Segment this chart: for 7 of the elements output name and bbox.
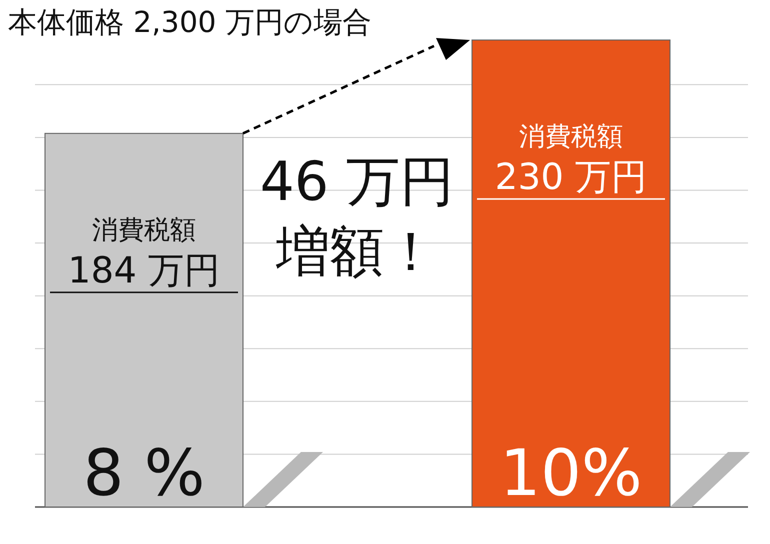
x-tick-label: 10% bbox=[500, 437, 642, 511]
data-label: 消費税額 230 万円 bbox=[494, 122, 648, 198]
chart-title: 本体価格 2,300 万円の場合 bbox=[8, 5, 372, 39]
annotation: 46 万円 bbox=[260, 150, 454, 213]
data-label: 消費税額 184 万円 bbox=[68, 215, 220, 292]
annotation: 増額！ bbox=[275, 220, 438, 283]
x-tick-label: 8 % bbox=[83, 437, 205, 511]
